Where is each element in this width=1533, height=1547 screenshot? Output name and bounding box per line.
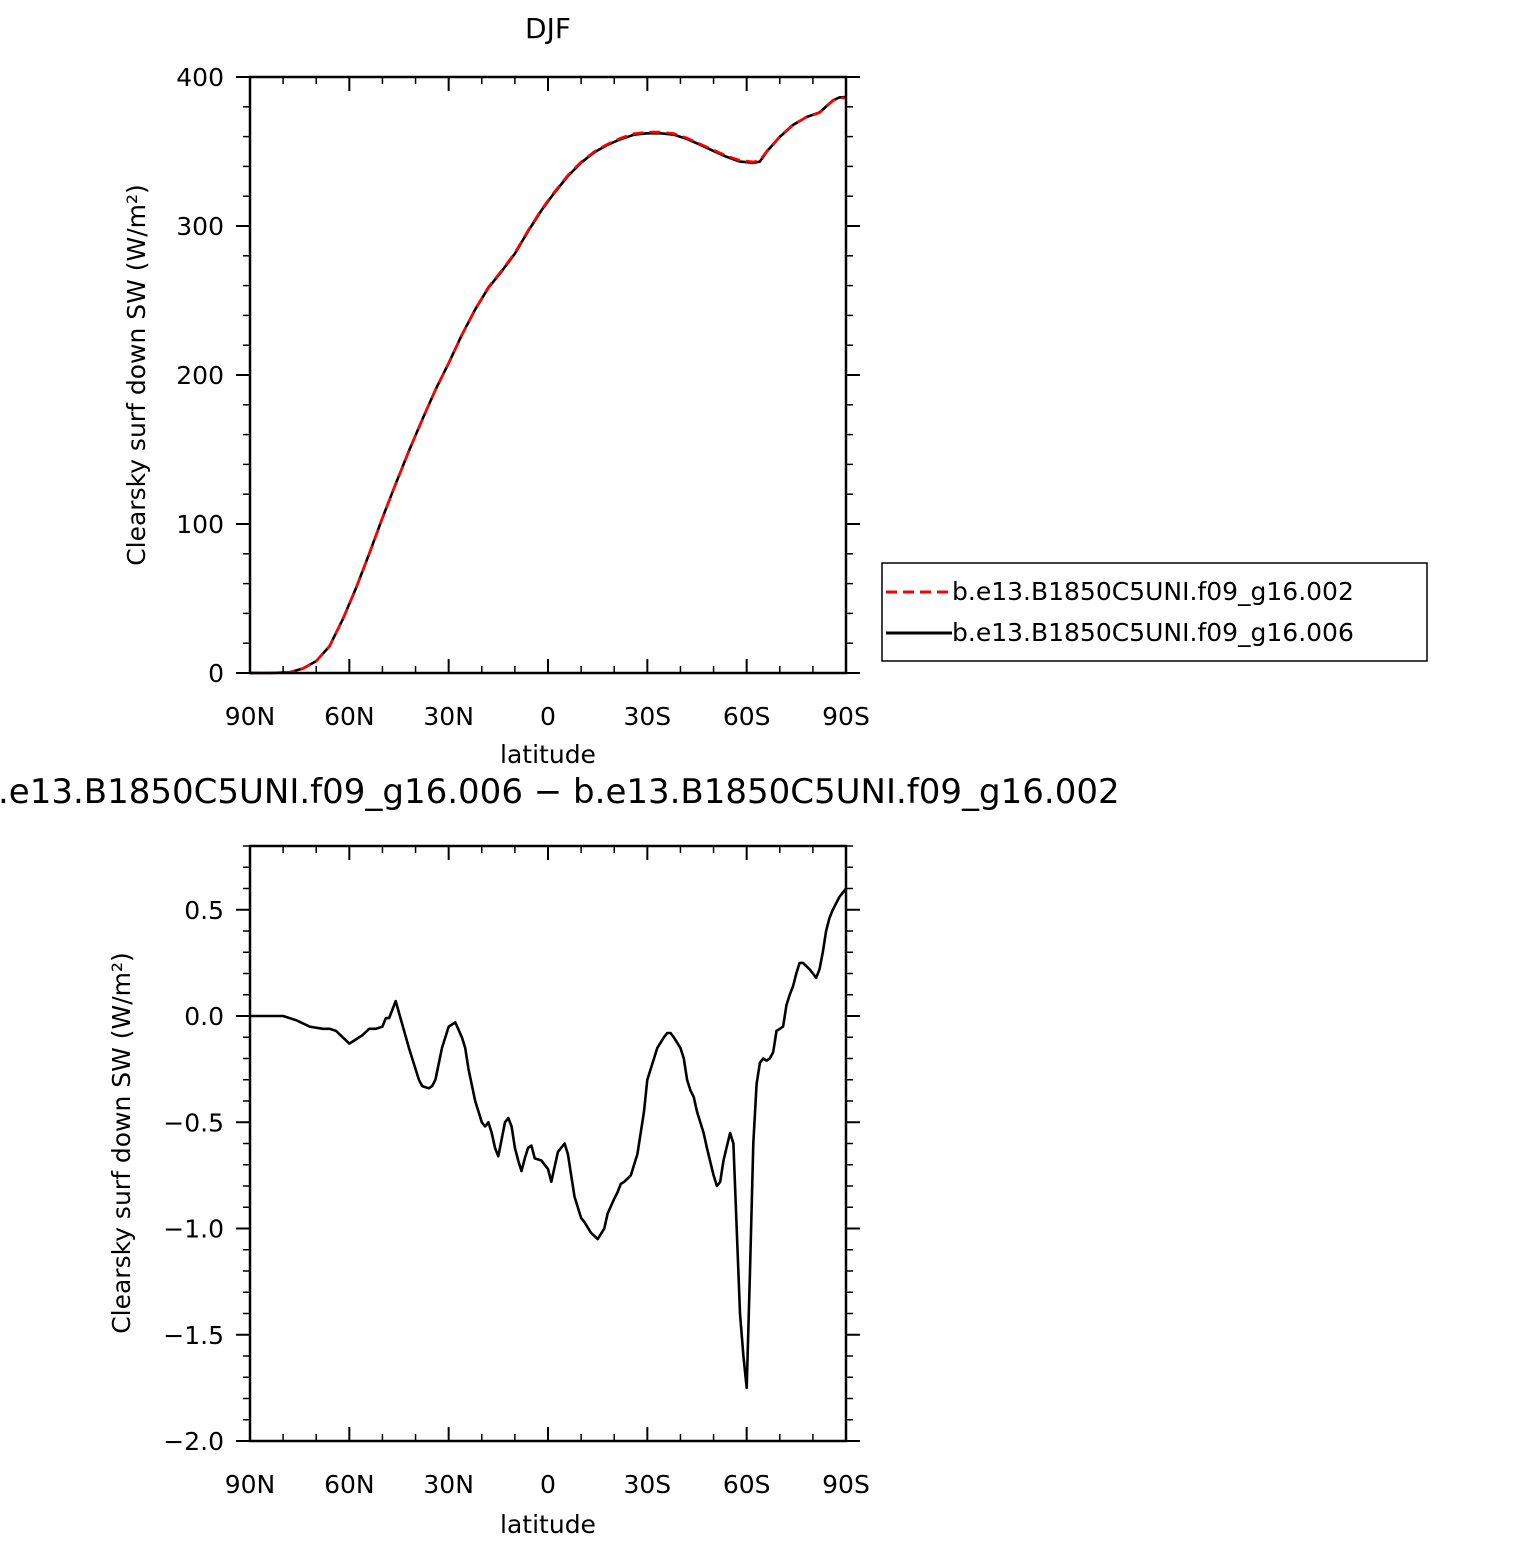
- top-y-tick-label: 400: [176, 63, 224, 92]
- top-x-tick-label: 30S: [623, 702, 671, 731]
- top-y-axis-label: Clearsky surf down SW (W/m²): [122, 184, 151, 566]
- bottom-series-line-1: [250, 887, 848, 1390]
- bottom-x-axis-label: latitude: [500, 1510, 596, 1539]
- bottom-tick-labels: 90N 60N 30N 0 30S 60S 90S 0.5 0.0 −0.5 −1.0 −1.5 −2.…: [163, 896, 870, 1499]
- bottom-x-tick-label: 60S: [723, 1470, 771, 1499]
- top-y-tick-label: 0: [208, 659, 224, 688]
- top-x-tick-label: 90N: [225, 702, 276, 731]
- top-axis-ticks: [236, 76, 860, 674]
- bottom-panel: b.e13.B1850C5UNI.f09_g16.006 − b.e13.B18…: [0, 772, 1120, 1539]
- bottom-y-tick-label: 0.0: [184, 1002, 224, 1031]
- bottom-y-tick-label: 0.5: [184, 896, 224, 925]
- top-series-lines: [250, 95, 847, 675]
- bottom-x-tick-label: 60N: [324, 1470, 375, 1499]
- bottom-x-tick-label: 90S: [822, 1470, 870, 1499]
- bottom-series-lines: [250, 887, 848, 1390]
- legend-box: [881, 562, 1428, 662]
- legend-label-series-1: b.e13.B1850C5UNI.f09_g16.002: [952, 577, 1354, 606]
- bottom-x-tick-label: 0: [540, 1470, 556, 1499]
- top-chart-title: DJF: [525, 12, 571, 45]
- top-x-tick-label: 0: [540, 702, 556, 731]
- top-x-tick-label: 60S: [723, 702, 771, 731]
- top-series-line-1: [250, 96, 846, 675]
- top-y-tick-label: 100: [176, 510, 224, 539]
- bottom-y-axis-label: Clearsky surf down SW (W/m²): [107, 952, 136, 1334]
- bottom-x-tick-label: 30S: [623, 1470, 671, 1499]
- top-panel: DJF 90N 60N 30N 0 30S 60S 90S 0 100 200 300 400 lat…: [122, 12, 1428, 769]
- top-x-tick-label: 90S: [822, 702, 870, 731]
- legend-label-series-2: b.e13.B1850C5UNI.f09_g16.006: [952, 618, 1354, 647]
- bottom-y-tick-label: −0.5: [163, 1108, 224, 1137]
- top-y-tick-label: 200: [176, 361, 224, 390]
- top-x-tick-label: 30N: [423, 702, 474, 731]
- top-series-line-2: [250, 95, 847, 675]
- bottom-x-tick-label: 30N: [423, 1470, 474, 1499]
- bottom-x-tick-label: 90N: [225, 1470, 276, 1499]
- legend: b.e13.B1850C5UNI.f09_g16.002 b.e13.B1850…: [881, 562, 1428, 662]
- bottom-axis-ticks: [236, 845, 860, 1442]
- bottom-y-tick-label: −1.5: [163, 1321, 224, 1350]
- bottom-plot-frame: [248, 844, 848, 1443]
- bottom-y-tick-label: −2.0: [163, 1427, 224, 1456]
- bottom-chart-title: b.e13.B1850C5UNI.f09_g16.006 − b.e13.B18…: [0, 772, 1120, 812]
- top-x-tick-label: 60N: [324, 702, 375, 731]
- top-plot-frame: [248, 75, 848, 675]
- top-x-axis-label: latitude: [500, 740, 596, 769]
- top-tick-labels: 90N 60N 30N 0 30S 60S 90S 0 100 200 300 400: [176, 63, 870, 731]
- bottom-y-tick-label: −1.0: [163, 1215, 224, 1244]
- top-y-tick-label: 300: [176, 212, 224, 241]
